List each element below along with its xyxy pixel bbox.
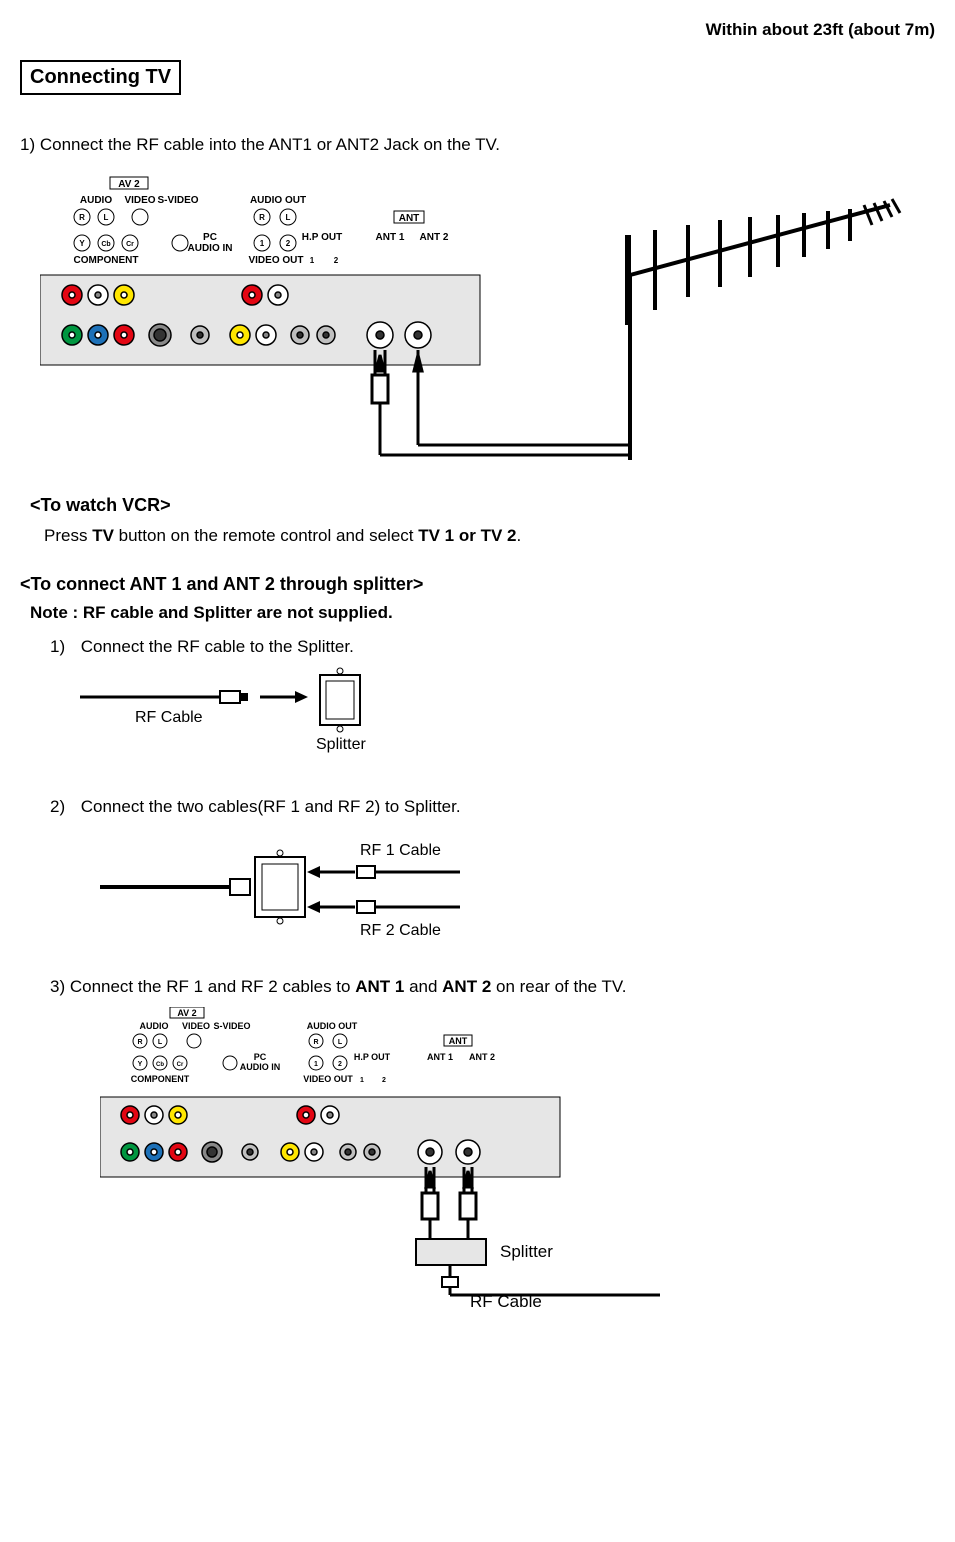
svg-text:Cr: Cr bbox=[177, 1062, 184, 1068]
diagram-tv-splitter: AV 2 AUDIO VIDEO S-VIDEO AUDIO OUT R L R… bbox=[100, 1007, 935, 1307]
splitter-step1: 1) Connect the RF cable to the Splitter. bbox=[50, 637, 935, 657]
vcr-heading: <To watch VCR> bbox=[30, 495, 935, 516]
vcr-mid: button on the remote control and select bbox=[114, 526, 418, 545]
svg-text:2: 2 bbox=[286, 239, 291, 248]
splitter-step2: 2) Connect the two cables(RF 1 and RF 2)… bbox=[50, 797, 935, 817]
svg-text:L: L bbox=[286, 213, 291, 222]
vcr-end: . bbox=[516, 526, 521, 545]
vcr-b1: TV bbox=[92, 526, 114, 545]
svg-text:Cr: Cr bbox=[126, 241, 134, 248]
s1-text: Connect the RF cable to the Splitter. bbox=[81, 637, 354, 656]
svg-text:VIDEO: VIDEO bbox=[124, 195, 155, 206]
svg-text:Y: Y bbox=[138, 1061, 143, 1068]
svg-text:R: R bbox=[137, 1039, 142, 1046]
svg-text:S-VIDEO: S-VIDEO bbox=[213, 1021, 250, 1031]
svg-text:ANT: ANT bbox=[399, 213, 420, 224]
svg-text:H.P OUT: H.P OUT bbox=[302, 232, 342, 243]
svg-text:AUDIO: AUDIO bbox=[80, 195, 112, 206]
svg-text:ANT: ANT bbox=[449, 1036, 468, 1046]
svg-text:AUDIO IN: AUDIO IN bbox=[240, 1062, 281, 1072]
splitter-step3: 3) Connect the RF 1 and RF 2 cables to A… bbox=[50, 977, 935, 997]
svg-text:2: 2 bbox=[334, 256, 339, 265]
splitter-heading: <To connect ANT 1 and ANT 2 through spli… bbox=[20, 574, 935, 595]
svg-text:R: R bbox=[79, 213, 85, 222]
svg-text:AV 2: AV 2 bbox=[118, 179, 140, 190]
svg-text:ANT 1: ANT 1 bbox=[427, 1052, 453, 1062]
svg-text:VIDEO OUT: VIDEO OUT bbox=[248, 255, 303, 266]
svg-text:RF 2 Cable: RF 2 Cable bbox=[360, 922, 441, 939]
svg-text:S-VIDEO: S-VIDEO bbox=[157, 195, 198, 206]
svg-text:L: L bbox=[158, 1039, 163, 1046]
s3-b1: ANT 1 bbox=[355, 977, 404, 996]
s3-b2: ANT 2 bbox=[442, 977, 491, 996]
s3-mid: and bbox=[404, 977, 442, 996]
svg-text:COMPONENT: COMPONENT bbox=[74, 255, 139, 266]
svg-text:Splitter: Splitter bbox=[500, 1242, 553, 1261]
rf-cable-label: RF Cable bbox=[135, 709, 203, 726]
note-text: Note : RF cable and Splitter are not sup… bbox=[30, 603, 935, 623]
diagram-cable-splitter: RF Cable Splitter bbox=[70, 667, 935, 767]
svg-text:AUDIO OUT: AUDIO OUT bbox=[250, 195, 306, 206]
svg-text:2: 2 bbox=[338, 1061, 342, 1068]
svg-text:PC: PC bbox=[203, 232, 217, 243]
s1-num: 1) bbox=[50, 637, 76, 657]
vcr-b2: TV 1 or TV 2 bbox=[418, 526, 516, 545]
svg-text:H.P OUT: H.P OUT bbox=[354, 1052, 391, 1062]
svg-text:Cb: Cb bbox=[156, 1062, 164, 1068]
svg-text:VIDEO: VIDEO bbox=[182, 1021, 210, 1031]
s2-text: Connect the two cables(RF 1 and RF 2) to… bbox=[81, 797, 461, 816]
vcr-instruction: Press TV button on the remote control an… bbox=[44, 526, 935, 546]
svg-text:AV 2: AV 2 bbox=[177, 1008, 196, 1018]
svg-text:ANT 1: ANT 1 bbox=[376, 232, 405, 243]
svg-text:PC: PC bbox=[254, 1052, 267, 1062]
svg-text:ANT 2: ANT 2 bbox=[469, 1052, 495, 1062]
svg-text:Cb: Cb bbox=[101, 241, 110, 248]
svg-text:AUDIO IN: AUDIO IN bbox=[188, 243, 233, 254]
svg-text:1: 1 bbox=[310, 256, 315, 265]
svg-text:RF 1 Cable: RF 1 Cable bbox=[360, 842, 441, 859]
s3-prefix: 3) Connect the RF 1 and RF 2 cables to bbox=[50, 977, 355, 996]
splitter-label: Splitter bbox=[316, 736, 366, 753]
svg-text:2: 2 bbox=[382, 1077, 386, 1084]
s2-num: 2) bbox=[50, 797, 76, 817]
svg-text:ANT 2: ANT 2 bbox=[420, 232, 449, 243]
svg-text:L: L bbox=[104, 213, 109, 222]
step1-text: 1) Connect the RF cable into the ANT1 or… bbox=[20, 135, 935, 155]
svg-text:1: 1 bbox=[260, 239, 265, 248]
diagram-tv-antenna: AV 2 AUDIO VIDEO S-VIDEO AUDIO OUT R L R… bbox=[40, 175, 935, 465]
diagram-splitter-two: RF 1 Cable RF 2 Cable bbox=[100, 827, 935, 947]
svg-text:L: L bbox=[338, 1039, 343, 1046]
svg-text:AUDIO: AUDIO bbox=[140, 1021, 169, 1031]
s3-end: on rear of the TV. bbox=[491, 977, 626, 996]
svg-text:RF Cable: RF Cable bbox=[470, 1292, 542, 1307]
page-title: Connecting TV bbox=[20, 60, 181, 95]
svg-text:R: R bbox=[259, 213, 265, 222]
svg-text:Y: Y bbox=[79, 239, 85, 248]
svg-text:1: 1 bbox=[360, 1077, 364, 1084]
svg-text:COMPONENT: COMPONENT bbox=[131, 1074, 190, 1084]
svg-text:R: R bbox=[313, 1039, 318, 1046]
header-note: Within about 23ft (about 7m) bbox=[20, 20, 935, 40]
vcr-prefix: Press bbox=[44, 526, 92, 545]
svg-text:VIDEO OUT: VIDEO OUT bbox=[303, 1074, 353, 1084]
svg-text:AUDIO OUT: AUDIO OUT bbox=[307, 1021, 358, 1031]
svg-text:1: 1 bbox=[314, 1061, 318, 1068]
